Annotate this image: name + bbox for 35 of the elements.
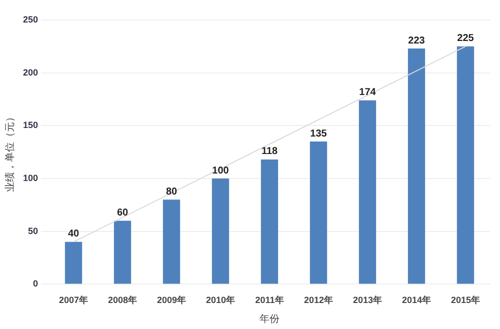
y-axis-title: 业绩，单位（元） xyxy=(4,112,16,192)
bar xyxy=(456,46,474,284)
data-label: 80 xyxy=(166,186,178,198)
bar xyxy=(114,220,132,284)
x-tick-label: 2009年 xyxy=(156,295,186,306)
y-tick-label: 200 xyxy=(22,67,38,78)
x-tick-label: 2008年 xyxy=(108,295,138,306)
x-axis-title: 年份 xyxy=(260,312,280,325)
x-tick-label: 2015年 xyxy=(450,295,480,306)
y-tick-label: 250 xyxy=(22,14,38,24)
x-tick-label: 2007年 xyxy=(59,295,88,306)
data-label: 118 xyxy=(261,146,278,158)
y-tick-label: 100 xyxy=(22,173,38,184)
y-tick-label: 150 xyxy=(22,120,38,130)
bar xyxy=(358,100,376,284)
x-tick-label: 2011年 xyxy=(255,295,284,306)
bar xyxy=(260,160,278,284)
x-tick-label: 2013年 xyxy=(352,295,382,306)
x-tick-label: 2014年 xyxy=(402,295,432,306)
bar xyxy=(310,142,328,284)
data-label: 174 xyxy=(359,87,376,98)
data-label: 225 xyxy=(457,33,474,44)
data-label: 100 xyxy=(212,165,230,176)
data-label: 223 xyxy=(408,35,426,46)
bar xyxy=(212,178,230,284)
x-tick-label: 2012年 xyxy=(304,295,334,306)
x-tick-label: 2010年 xyxy=(206,295,236,306)
data-label: 60 xyxy=(116,208,129,219)
data-label: 40 xyxy=(68,228,80,240)
bar xyxy=(162,200,180,284)
y-tick-label: 50 xyxy=(28,226,38,236)
bar xyxy=(408,48,426,284)
y-tick-label: 0 xyxy=(33,278,38,289)
bar xyxy=(64,242,82,284)
data-label: 135 xyxy=(310,128,328,140)
